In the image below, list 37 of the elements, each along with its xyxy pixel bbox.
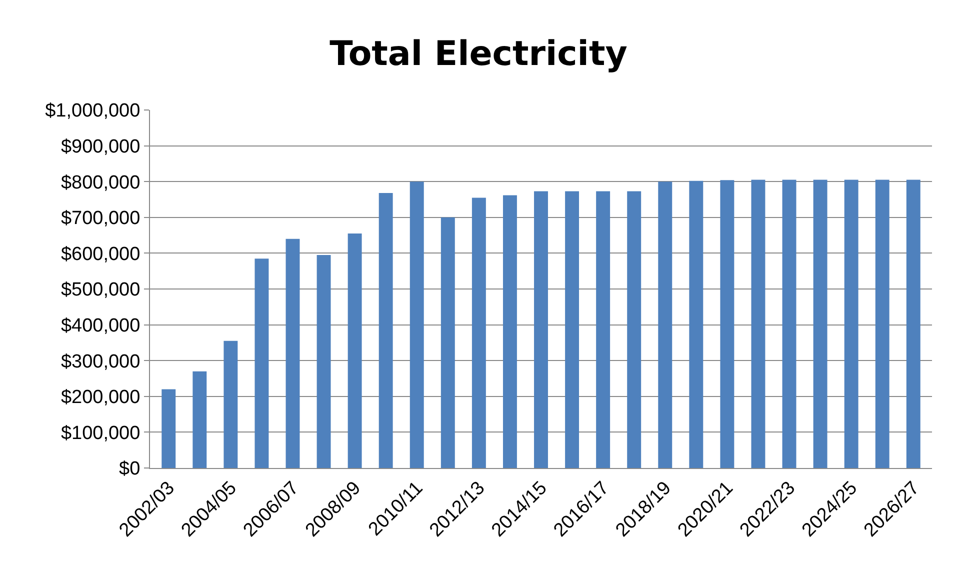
y-tick-label: $100,000 xyxy=(60,422,140,444)
bar xyxy=(440,217,455,468)
y-tick-label: $900,000 xyxy=(60,136,140,158)
bar xyxy=(316,254,331,468)
y-tick-label: $0 xyxy=(119,458,140,480)
bar xyxy=(689,180,704,468)
bar xyxy=(410,182,424,468)
bar xyxy=(658,182,672,468)
chart-title: Total Electricity xyxy=(330,34,628,74)
bar xyxy=(906,180,920,468)
bar xyxy=(348,234,362,468)
bar xyxy=(534,191,548,468)
bar xyxy=(502,195,517,468)
y-tick-label: $600,000 xyxy=(60,244,140,265)
bar xyxy=(162,389,176,468)
bar xyxy=(254,258,269,468)
bar xyxy=(286,238,300,468)
y-tick-label: $500,000 xyxy=(60,280,140,301)
bar xyxy=(472,198,486,468)
bar xyxy=(192,371,207,468)
bar xyxy=(813,180,828,468)
bar xyxy=(378,193,393,468)
bar xyxy=(565,191,580,468)
y-tick-label: $200,000 xyxy=(60,387,140,408)
y-tick-label: $800,000 xyxy=(60,172,140,194)
bar xyxy=(844,180,858,468)
y-tick-label: $300,000 xyxy=(60,351,140,372)
bar xyxy=(751,180,766,468)
y-tick-label: $1,000,000 xyxy=(45,100,140,122)
bar xyxy=(875,180,890,468)
bar xyxy=(782,180,796,468)
bar xyxy=(627,191,642,468)
bar xyxy=(720,180,734,468)
y-tick-label: $400,000 xyxy=(60,315,140,336)
bar xyxy=(224,340,238,468)
y-tick-label: $700,000 xyxy=(60,208,140,230)
bar xyxy=(596,191,610,468)
